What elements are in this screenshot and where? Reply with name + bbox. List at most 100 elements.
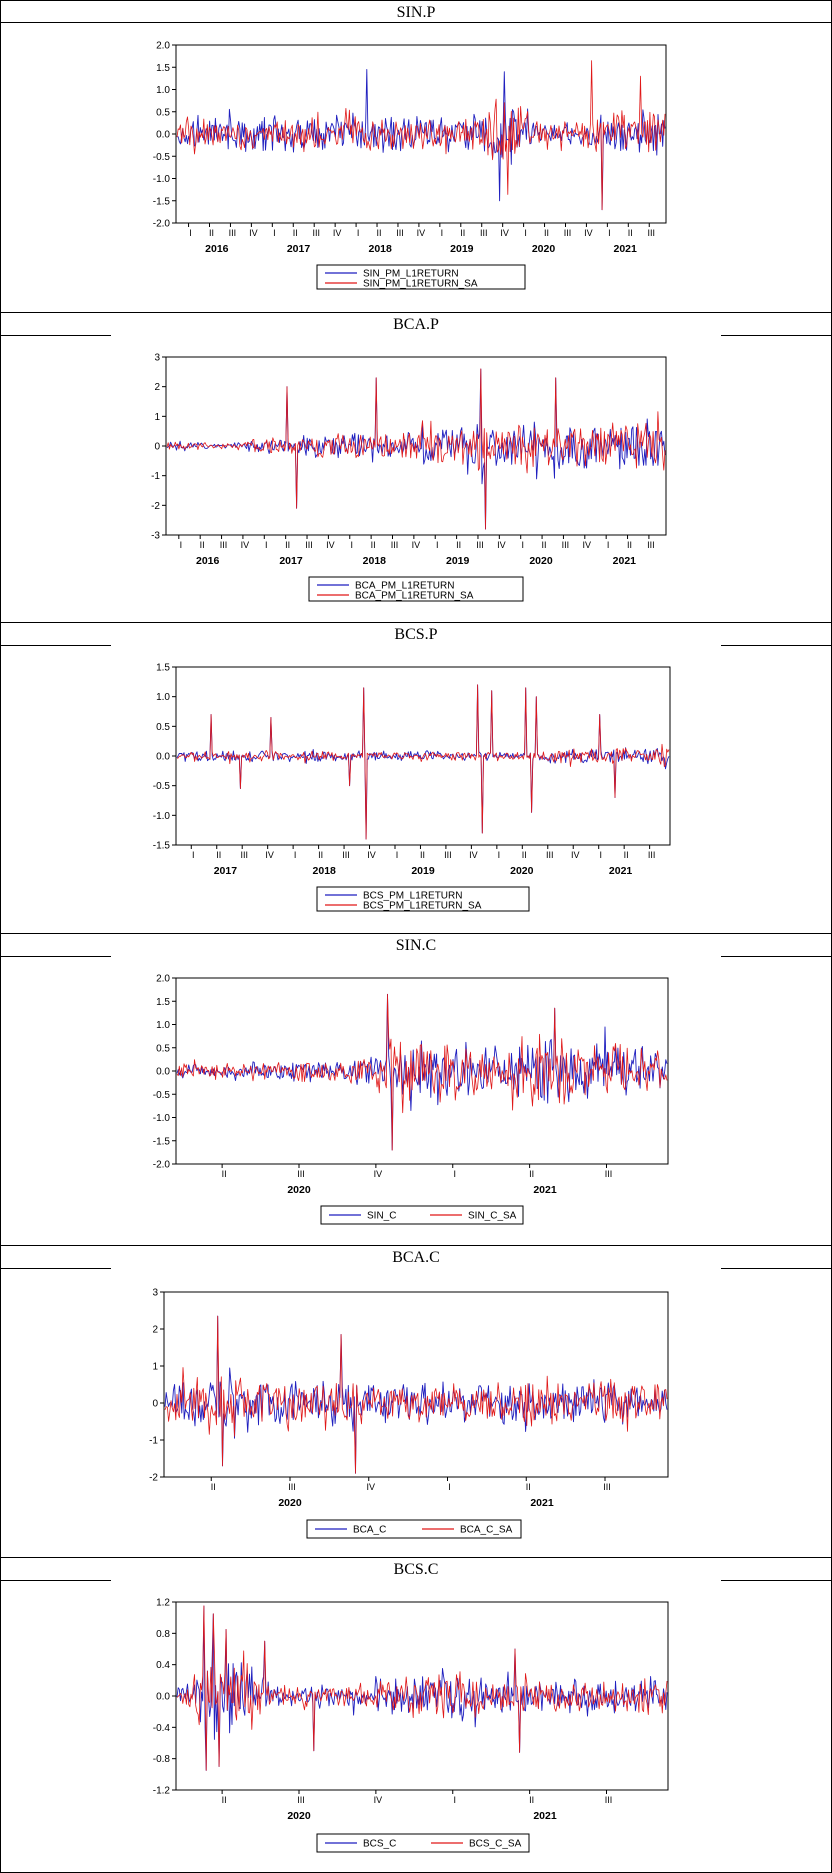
y-tick-label: 1.0 [156, 692, 170, 703]
x-tick-label: II [211, 1482, 216, 1492]
legend-box [308, 576, 524, 602]
legend-label: BCS_PM_L1RETURN_SA [363, 901, 482, 912]
x-tick-label: III [288, 1482, 296, 1492]
x-tick-label: III [240, 850, 248, 860]
x-tick-label: IV [326, 540, 335, 550]
y-tick-label: 1.2 [156, 1598, 170, 1609]
legend-box [316, 264, 526, 290]
series-line-1 [166, 368, 666, 530]
x-tick-label: I [441, 228, 444, 238]
x-tick-label: IV [417, 228, 426, 238]
x-tick-label: III [546, 850, 554, 860]
x-year-label: 2017 [279, 555, 303, 567]
title-rule-left [1, 956, 111, 957]
x-tick-label: I [351, 540, 354, 550]
panel-title: SIN.P [1, 1, 831, 23]
x-tick-label: II [628, 228, 633, 238]
x-tick-label: III [297, 1795, 305, 1805]
x-tick-label: I [453, 1169, 456, 1179]
chart-sin-p: 2.01.51.00.50.0-0.5-1.0-1.5-2.0I II III IV I… [153, 41, 667, 290]
y-tick-label: 0.5 [156, 107, 170, 118]
x-tick-label: I [524, 228, 527, 238]
y-tick-label: 2 [154, 382, 160, 393]
y-tick-label: -1.5 [153, 841, 171, 852]
y-tick-label: 1.0 [156, 85, 170, 96]
x-tick-label: IV [412, 540, 421, 550]
x-tick-label: II [209, 228, 214, 238]
x-year-label: 2020 [278, 1497, 302, 1509]
y-tick-label: 0 [154, 442, 160, 453]
x-tick-label: III [396, 228, 404, 238]
chart-sin-c: 2.01.51.00.50.0-0.5-1.0-1.5-2.0II III IV I I… [153, 974, 669, 1225]
x-year-label: 2021 [533, 1810, 557, 1822]
x-year-label: 2020 [287, 1810, 311, 1822]
x-tick-label: III [476, 540, 484, 550]
x-tick-label: IV [374, 1169, 383, 1179]
title-rule-right [721, 1580, 831, 1581]
x-tick-label: IV [374, 1795, 383, 1805]
y-tick-label: -0.5 [153, 1090, 171, 1101]
panel-title: SIN.C [395, 937, 437, 954]
series-line-2 [176, 1605, 668, 1771]
y-tick-label: 3 [154, 353, 160, 364]
x-year-label: 2021 [530, 1497, 554, 1509]
x-tick-label: II [200, 540, 205, 550]
x-tick-label: I [607, 540, 610, 550]
series-line-2 [176, 684, 670, 840]
x-year-label: 2019 [446, 555, 470, 567]
x-tick-label: III [480, 228, 488, 238]
legend-box [320, 1205, 524, 1225]
legend-label: BCA_PM_L1RETURN [355, 581, 454, 592]
x-tick-label: III [603, 1482, 611, 1492]
x-year-label: 2021 [533, 1184, 557, 1196]
y-tick-label: -1 [149, 1436, 158, 1447]
legend-label: SIN_PM_L1RETURN_SA [363, 279, 478, 290]
title-rule-left [1, 1580, 111, 1581]
x-year-label: 2017 [214, 865, 238, 877]
legend-label: BCS_C [363, 1839, 396, 1850]
legend-label: BCA_PM_L1RETURN_SA [355, 591, 474, 602]
y-tick-label: 0 [152, 1399, 158, 1410]
x-year-label: 2018 [363, 555, 387, 567]
y-tick-label: 2.0 [156, 41, 170, 52]
legend-label: BCA_C_SA [460, 1525, 513, 1536]
y-tick-label: 0.0 [156, 1692, 170, 1703]
x-tick-label: IV [366, 1482, 375, 1492]
x-tick-label: II [529, 1795, 534, 1805]
x-tick-label: I [521, 540, 524, 550]
x-tick-label: II [456, 540, 461, 550]
title-rule-left [1, 1268, 111, 1269]
x-tick-label: III [605, 1169, 613, 1179]
y-tick-label: -1.5 [153, 1136, 171, 1147]
x-tick-label: III [391, 540, 399, 550]
x-tick-label: II [216, 850, 221, 860]
y-tick-label: -1.2 [153, 1786, 171, 1797]
x-tick-label: I [448, 1482, 451, 1492]
x-year-label: 2020 [510, 865, 534, 877]
x-tick-label: II [377, 228, 382, 238]
y-tick-label: -1.0 [153, 1113, 171, 1124]
title-rule-right [721, 335, 831, 336]
x-tick-label: I [608, 228, 611, 238]
x-tick-label: III [647, 228, 655, 238]
legend-label: BCS_C_SA [469, 1839, 522, 1850]
panel-bca-p: BCA.P 3 2 1 0 -1 -2 -3 I II III IV I II III IV I II III IV… [1, 313, 831, 623]
y-tick-label: -2 [151, 501, 160, 512]
x-tick-label: IV [333, 228, 342, 238]
x-tick-label: I [294, 850, 297, 860]
x-year-label: 2020 [532, 243, 556, 255]
y-tick-label: -1.5 [153, 196, 171, 207]
x-tick-label: I [453, 1795, 456, 1805]
legend-label: SIN_C [367, 1211, 396, 1222]
legend-label: BCA_C [353, 1525, 386, 1536]
series-line-2 [164, 1315, 668, 1474]
legend-label: BCS_PM_L1RETURN [363, 891, 462, 902]
x-tick-label: II [542, 540, 547, 550]
x-tick-label: IV [583, 540, 592, 550]
panel-title: BCA.C [392, 1249, 440, 1266]
x-tick-label: IV [469, 850, 478, 860]
x-tick-label: IV [265, 850, 274, 860]
